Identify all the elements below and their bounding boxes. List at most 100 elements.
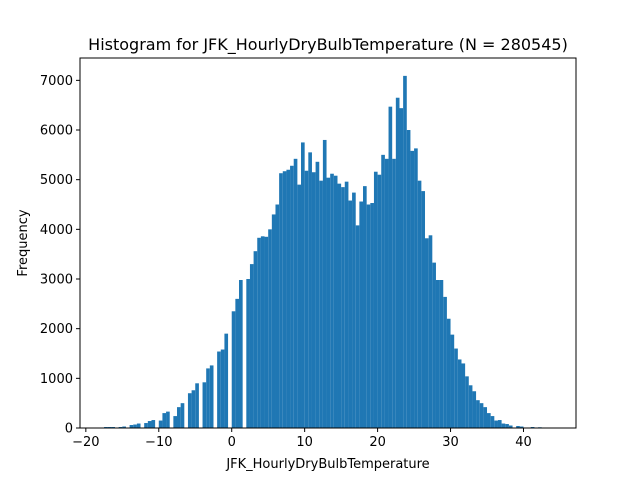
histogram-bar — [384, 158, 389, 428]
histogram-bar — [191, 390, 196, 428]
plot-frame — [79, 57, 577, 429]
y-tick-label: 5000 — [40, 173, 73, 188]
histogram-bar — [304, 170, 309, 429]
histogram-bar — [501, 423, 506, 428]
histogram-bar — [406, 130, 411, 428]
x-tick-label: 10 — [296, 435, 313, 450]
histogram-bar — [290, 165, 294, 428]
histogram-bar — [293, 158, 298, 428]
histogram-bar — [457, 359, 462, 428]
histogram-bar — [410, 150, 415, 428]
histogram-bar — [206, 368, 210, 428]
histogram-bar — [275, 204, 280, 428]
y-tick-label: 3000 — [40, 273, 73, 288]
histogram-bar — [341, 187, 345, 428]
histogram-bar — [217, 351, 221, 428]
histogram-bar — [129, 425, 134, 428]
histogram-bar — [373, 171, 378, 429]
y-tick-label: 4000 — [40, 223, 73, 238]
y-tick-label: 6000 — [40, 124, 73, 139]
histogram-bar — [446, 318, 451, 428]
histogram-bar — [352, 192, 356, 428]
histogram-bar — [333, 175, 338, 428]
histogram-bar — [508, 425, 513, 428]
histogram-bar — [490, 416, 495, 428]
histogram-bar — [315, 161, 320, 429]
histogram-bar — [392, 158, 396, 428]
histogram-bar — [519, 426, 524, 428]
histogram-bar — [483, 407, 488, 428]
histogram-bar — [253, 251, 258, 428]
x-axis-label: JFK_HourlyDryBulbTemperature — [225, 457, 429, 472]
y-tick-label: 2000 — [40, 322, 73, 337]
histogram-bar — [286, 169, 291, 429]
histogram-bar — [209, 365, 214, 428]
histogram-bar — [257, 237, 261, 428]
histogram-bar — [301, 142, 305, 428]
histogram-bar — [279, 173, 283, 428]
histogram-bar — [147, 421, 152, 428]
histogram-bar — [246, 279, 250, 428]
histogram-bar — [322, 139, 327, 428]
histogram-bar — [468, 385, 473, 428]
histogram-bar — [326, 177, 331, 428]
histogram-bar — [348, 200, 353, 428]
histogram-bar — [308, 152, 312, 429]
histogram-bar — [162, 413, 167, 428]
histogram-bar — [195, 383, 199, 428]
y-tick-label: 1000 — [40, 372, 73, 387]
histogram-bar — [268, 229, 272, 428]
histogram-bar — [231, 311, 236, 428]
histogram-bar — [370, 203, 374, 428]
x-tick-label: 40 — [515, 435, 532, 450]
histogram-bar — [454, 348, 458, 428]
histogram-bar — [497, 420, 502, 428]
chart-title: Histogram for JFK_HourlyDryBulbTemperatu… — [88, 35, 568, 55]
histogram-bar — [264, 236, 269, 428]
histogram-bar — [363, 186, 367, 428]
y-axis-label: Frequency — [16, 209, 31, 276]
histogram-bar — [224, 333, 229, 428]
histogram-bar — [439, 280, 444, 428]
histogram-bar — [337, 183, 342, 428]
histogram-bar — [417, 180, 422, 428]
bars-group — [104, 75, 550, 429]
histogram-bar — [505, 424, 509, 428]
histogram-bar — [151, 420, 156, 428]
histogram-bar — [136, 423, 141, 428]
histogram-bar — [235, 298, 240, 428]
histogram-bar — [282, 171, 287, 429]
histogram-bar — [144, 423, 148, 428]
histogram-bar — [388, 106, 393, 429]
histogram-bar — [476, 400, 480, 428]
histogram-bar — [479, 403, 484, 428]
histogram-bar — [187, 393, 192, 428]
histogram-bar — [414, 148, 418, 428]
histogram-bar — [271, 214, 276, 428]
histogram-bar — [381, 154, 385, 428]
histogram-bar — [421, 191, 426, 428]
x-axis: −20 −10 0 10 20 30 40 — [72, 428, 532, 450]
histogram-bar — [425, 238, 429, 428]
histogram-bar — [311, 172, 316, 428]
histogram-bar — [249, 264, 254, 428]
histogram-bar — [472, 391, 477, 428]
y-tick-label: 0 — [65, 422, 73, 437]
histogram-bar — [330, 173, 334, 428]
histogram-bar — [494, 420, 498, 428]
histogram-bar — [461, 363, 466, 428]
histogram-bar — [355, 225, 360, 428]
histogram-bar — [428, 235, 433, 428]
histogram-bar — [399, 108, 404, 428]
histogram-bar — [403, 75, 407, 428]
histogram-bar — [366, 204, 371, 428]
x-tick-label: −10 — [145, 435, 172, 450]
histogram-bar — [180, 403, 185, 428]
histogram-bar — [260, 236, 265, 428]
histogram-bar — [319, 180, 323, 428]
histogram-bar — [359, 201, 364, 428]
histogram-bar — [133, 424, 137, 428]
histogram-bar — [122, 426, 126, 428]
x-tick-label: 30 — [442, 435, 459, 450]
